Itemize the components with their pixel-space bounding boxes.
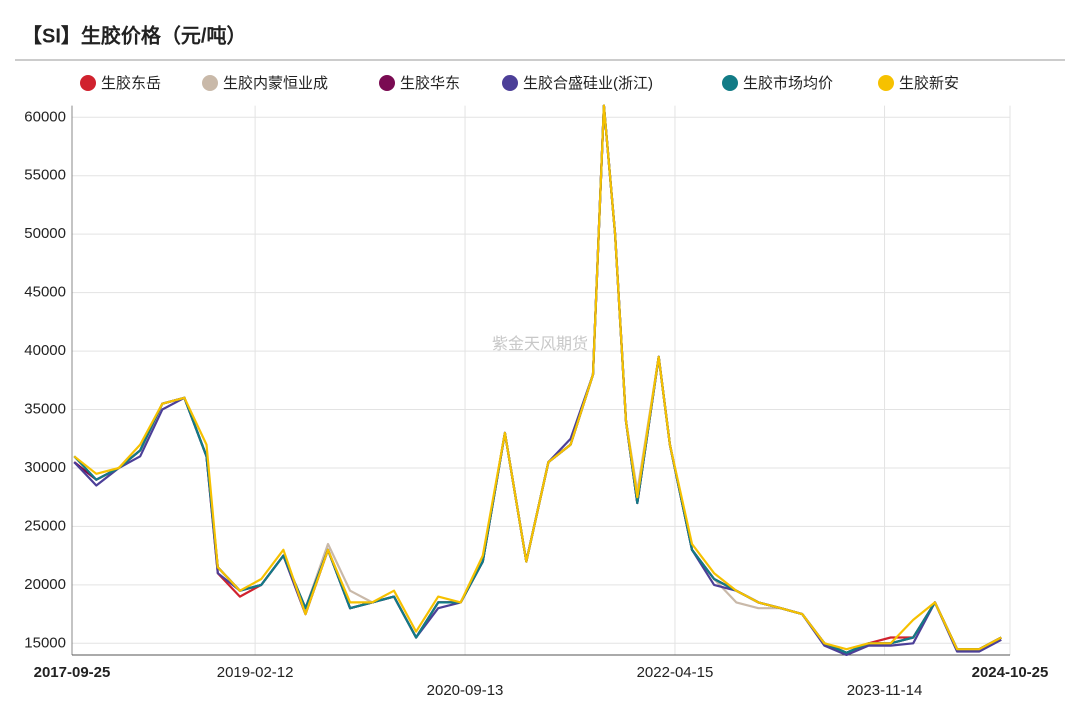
y-tick-label: 45000	[24, 284, 66, 301]
y-tick-label: 20000	[24, 576, 66, 593]
series-line	[73, 104, 1002, 654]
plot-area	[73, 104, 1002, 656]
y-tick-label: 50000	[24, 225, 66, 242]
series-line	[73, 104, 1002, 654]
legend-marker	[502, 75, 518, 91]
y-tick-label: 15000	[24, 634, 66, 651]
series-line	[73, 104, 1002, 654]
legend-label: 生胶东岳	[101, 75, 161, 92]
y-tick-label: 35000	[24, 400, 66, 417]
legend-marker	[722, 75, 738, 91]
series-line	[73, 104, 1002, 656]
watermark: 紫金天风期货	[492, 335, 588, 353]
x-tick-label: 2022-04-15	[637, 664, 714, 681]
x-tick-label: 2019-02-12	[217, 664, 294, 681]
legend-marker	[202, 75, 218, 91]
x-tick-label: 2023-11-14	[847, 682, 923, 699]
series-line	[73, 104, 1002, 651]
chart-title: 【SI】生胶价格（元/吨）	[22, 23, 246, 47]
y-tick-label: 30000	[24, 459, 66, 476]
legend-label: 生胶市场均价	[743, 75, 833, 92]
legend-label: 生胶华东	[400, 75, 460, 92]
x-tick-label: 2017-09-25	[34, 664, 111, 681]
legend-marker	[878, 75, 894, 91]
legend-marker	[80, 75, 96, 91]
x-tick-label: 2024-10-25	[972, 664, 1049, 681]
x-tick-label: 2020-09-13	[427, 682, 504, 699]
legend-label: 生胶内蒙恒业成	[223, 75, 328, 92]
y-tick-label: 40000	[24, 342, 66, 359]
legend-label: 生胶新安	[899, 75, 959, 92]
y-tick-label: 60000	[24, 108, 66, 125]
y-tick-label: 25000	[24, 517, 66, 534]
legend-marker	[379, 75, 395, 91]
series-line	[73, 104, 1002, 654]
y-tick-label: 55000	[24, 167, 66, 184]
legend-label: 生胶合盛硅业(浙江)	[523, 75, 653, 92]
